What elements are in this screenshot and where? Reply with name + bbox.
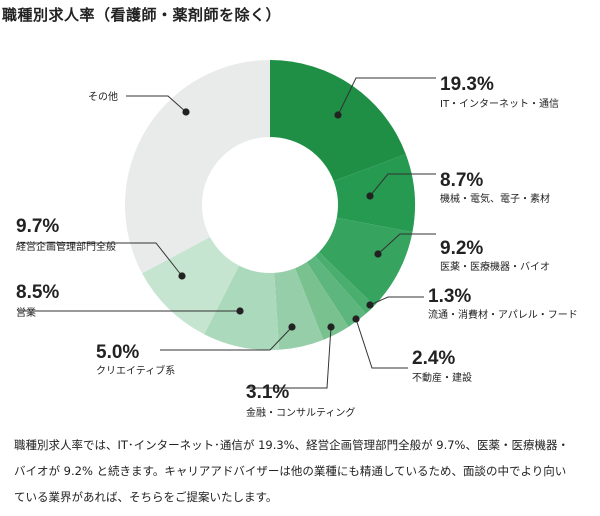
leader-dot-3 [366,301,374,309]
slice-5 [295,262,349,340]
slice-0 [270,60,406,182]
leader-dot-7 [236,307,244,315]
leader-dot-8 [178,272,186,280]
leader-line-4 [355,318,408,369]
donut-chart: 19.3% IT・インターネット・通信 8.7%機械・電気、電子・素材 9.2%医薬・… [16,60,578,419]
leader-dot-6 [288,323,296,331]
description-text: 職種別求人率では、IT･インターネット･通信が 19.3%、経営企画管理部門全般… [14,438,569,504]
leader-lines [18,77,436,389]
slice-value-label-1: 8.7% [440,170,483,191]
slice-value-label-4: 2.4% [412,348,455,369]
leader-dot-2 [374,250,382,258]
leader-line-3 [369,296,424,306]
slice-category-label-2: 医薬・医療機器・バイオ [440,260,550,273]
slice-4 [306,256,366,327]
slice-9 [125,60,271,274]
slice-labels: 19.3% IT・インターネット・通信 8.7%機械・電気、電子・素材 9.2%医薬・… [16,74,578,419]
chart-title: 職種別求人率（看護師・薬剤師を除く） [2,6,282,24]
slice-8 [142,237,240,335]
slice-category-label-0: IT・インターネット・通信 [440,98,559,110]
leader-dot-1 [366,192,374,200]
slice-category-label-5: 金融・コンサルティング [246,406,355,419]
donut-slices [125,60,415,350]
leader-line-8 [18,242,183,277]
slice-value-label-7: 8.5% [16,282,59,303]
slice-category-label-3: 流通・消費材・アパレル・フード [428,308,578,321]
slice-3 [314,252,375,314]
slice-category-label-6: クリエイティブ系 [96,364,175,377]
leader-line-2 [377,233,436,255]
slice-value-label-5: 3.1% [246,382,289,403]
slice-category-label-8: 経営企画管理部門全般 [16,240,116,253]
leader-dot-9 [182,108,190,116]
leader-line-9 [126,95,187,113]
slice-value-label-6: 5.0% [96,342,139,363]
slice-value-label-8: 9.7% [16,216,59,237]
leader-dot-0 [334,111,342,119]
leader-dot-4 [352,315,360,323]
leader-line-6 [160,326,293,351]
slice-value-label-0: 19.3% [440,74,494,95]
slice-category-label-9: その他 [88,90,118,103]
leader-dot-5 [327,323,335,331]
leader-line-0 [337,77,436,116]
leader-line-5 [246,326,332,389]
slice-value-label-2: 9.2% [440,238,483,259]
slice-6 [274,268,324,350]
slice-7 [204,265,280,350]
slice-category-label-1: 機械・電気、電子・素材 [440,192,550,205]
slice-value-label-3: 1.3% [428,286,471,307]
leader-line-1 [369,173,436,197]
slice-2 [318,217,413,306]
slice-category-label-7: 営業 [16,306,36,319]
slice-category-label-4: 不動産・建設 [412,371,472,384]
